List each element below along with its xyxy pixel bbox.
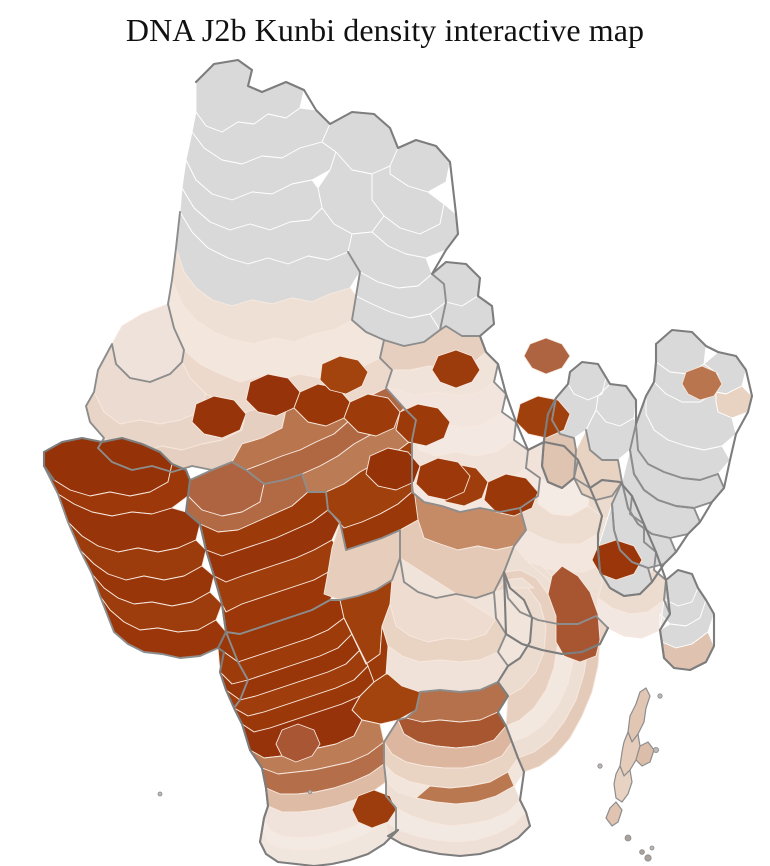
india-choropleth-map[interactable] <box>0 52 770 866</box>
region-group-chhattisgarh-odisha[interactable] <box>400 558 600 772</box>
region-group-maharashtra[interactable] <box>218 580 508 774</box>
page-title: DNA J2b Kunbi density interactive map <box>125 12 645 48</box>
accent-dark-districts[interactable] <box>192 338 722 828</box>
country-border-outline <box>44 60 752 866</box>
region-group-jammu-kashmir-ladakh[interactable] <box>180 60 458 288</box>
region-group-andaman-nicobar[interactable] <box>157 687 663 862</box>
map-svg[interactable] <box>0 52 770 866</box>
region-group-northeast[interactable] <box>542 330 752 630</box>
region-group-himachal-uttarakhand[interactable] <box>176 212 494 346</box>
